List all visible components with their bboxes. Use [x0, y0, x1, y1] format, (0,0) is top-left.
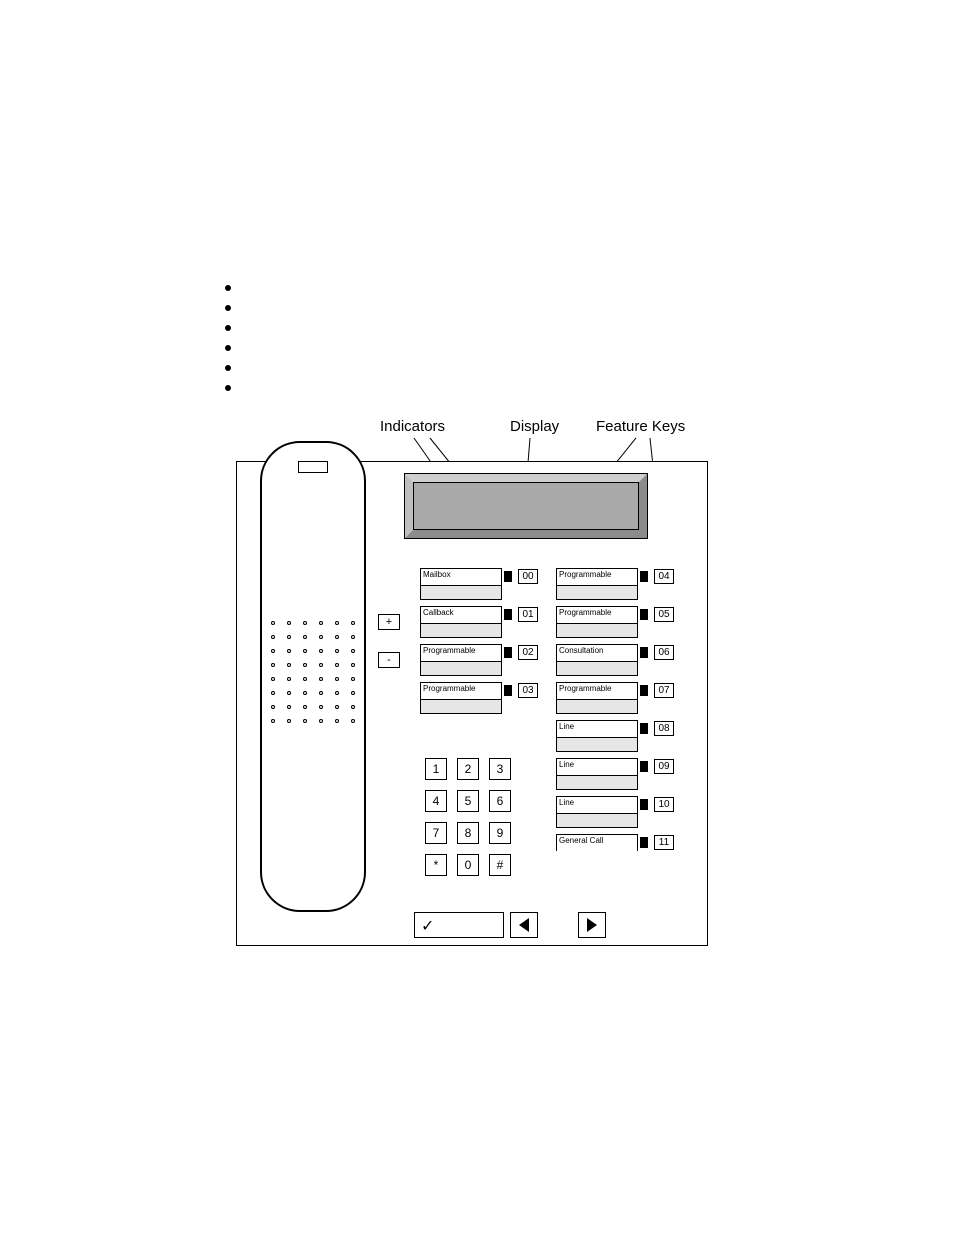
feature-key[interactable]: Programmable 04: [556, 568, 678, 588]
keypad-key[interactable]: 2: [457, 758, 479, 780]
keypad-key[interactable]: *: [425, 854, 447, 876]
feature-key[interactable]: Line 10: [556, 796, 678, 816]
keypad-key[interactable]: 1: [425, 758, 447, 780]
feature-key-label: Line: [556, 758, 638, 775]
feature-key-label: Mailbox: [420, 568, 502, 585]
keypad-key[interactable]: 8: [457, 822, 479, 844]
feature-key[interactable]: Callback 01: [420, 606, 542, 626]
feature-key[interactable]: Programmable 03: [420, 682, 542, 702]
indicator-icon: [640, 685, 648, 696]
feature-key-num: 10: [654, 797, 674, 812]
indicator-icon: [640, 799, 648, 810]
keypad-key[interactable]: 4: [425, 790, 447, 812]
keypad-key[interactable]: 0: [457, 854, 479, 876]
handset: [260, 441, 366, 912]
keypad-key[interactable]: 9: [489, 822, 511, 844]
annotation-indicators: Indicators: [380, 418, 445, 435]
feature-key[interactable]: Line 09: [556, 758, 678, 778]
feature-key[interactable]: Mailbox 00: [420, 568, 542, 588]
feature-key-num: 11: [654, 835, 674, 850]
feature-key-label: Programmable: [420, 682, 502, 699]
volume-up-button[interactable]: +: [378, 614, 400, 630]
keypad: 1 2 3 4 5 6 7 8 9 * 0 #: [425, 758, 511, 886]
feature-key-num: 05: [654, 607, 674, 622]
feature-keys-right: Programmable 04 Programmable 05 Consulta…: [556, 568, 678, 872]
keypad-key[interactable]: #: [489, 854, 511, 876]
feature-key-num: 00: [518, 569, 538, 584]
keypad-key[interactable]: 5: [457, 790, 479, 812]
volume-down-button[interactable]: -: [378, 652, 400, 668]
ok-button[interactable]: ✓: [414, 912, 504, 938]
feature-key-label: Line: [556, 796, 638, 813]
indicator-icon: [640, 723, 648, 734]
feature-key-label: Callback: [420, 606, 502, 623]
feature-key-num: 04: [654, 569, 674, 584]
keypad-key[interactable]: 3: [489, 758, 511, 780]
handset-notch: [298, 461, 328, 473]
keypad-key[interactable]: 6: [489, 790, 511, 812]
feature-key-num: 01: [518, 607, 538, 622]
feature-keys-left: Mailbox 00 Callback 01 Programmable 02 P…: [420, 568, 542, 720]
check-icon: ✓: [421, 916, 434, 936]
feature-key[interactable]: General Call 11: [556, 834, 678, 854]
feature-key-label: Line: [556, 720, 638, 737]
display-screen: [413, 482, 639, 530]
display-frame: [404, 473, 648, 539]
feature-key-label: Programmable: [556, 682, 638, 699]
feature-key[interactable]: Consultation 06: [556, 644, 678, 664]
indicator-icon: [640, 647, 648, 658]
feature-key[interactable]: Line 08: [556, 720, 678, 740]
arrow-right-icon: [587, 918, 597, 932]
feature-key[interactable]: Programmable 02: [420, 644, 542, 664]
indicator-icon: [504, 571, 512, 582]
keypad-key[interactable]: 7: [425, 822, 447, 844]
feature-key-num: 07: [654, 683, 674, 698]
feature-key-num: 02: [518, 645, 538, 660]
feature-key-num: 09: [654, 759, 674, 774]
feature-key-label: Programmable: [556, 568, 638, 585]
indicator-icon: [504, 685, 512, 696]
indicator-icon: [640, 571, 648, 582]
annotation-feature-keys: Feature Keys: [596, 418, 685, 435]
feature-key-num: 06: [654, 645, 674, 660]
feature-key-label: Consultation: [556, 644, 638, 661]
feature-key[interactable]: Programmable 07: [556, 682, 678, 702]
feature-key-label: General Call: [556, 834, 638, 851]
feature-key[interactable]: Programmable 05: [556, 606, 678, 626]
indicator-icon: [640, 761, 648, 772]
nav-left-button[interactable]: [510, 912, 538, 938]
feature-key-num: 03: [518, 683, 538, 698]
feature-key-label: Programmable: [556, 606, 638, 623]
nav-right-button[interactable]: [578, 912, 606, 938]
arrow-left-icon: [519, 918, 529, 932]
feature-key-label: Programmable: [420, 644, 502, 661]
speaker-grid: [271, 621, 355, 733]
annotation-display: Display: [510, 418, 559, 435]
indicator-icon: [504, 609, 512, 620]
indicator-icon: [640, 609, 648, 620]
indicator-icon: [640, 837, 648, 848]
feature-key-num: 08: [654, 721, 674, 736]
bullet-list: [225, 285, 231, 405]
indicator-icon: [504, 647, 512, 658]
